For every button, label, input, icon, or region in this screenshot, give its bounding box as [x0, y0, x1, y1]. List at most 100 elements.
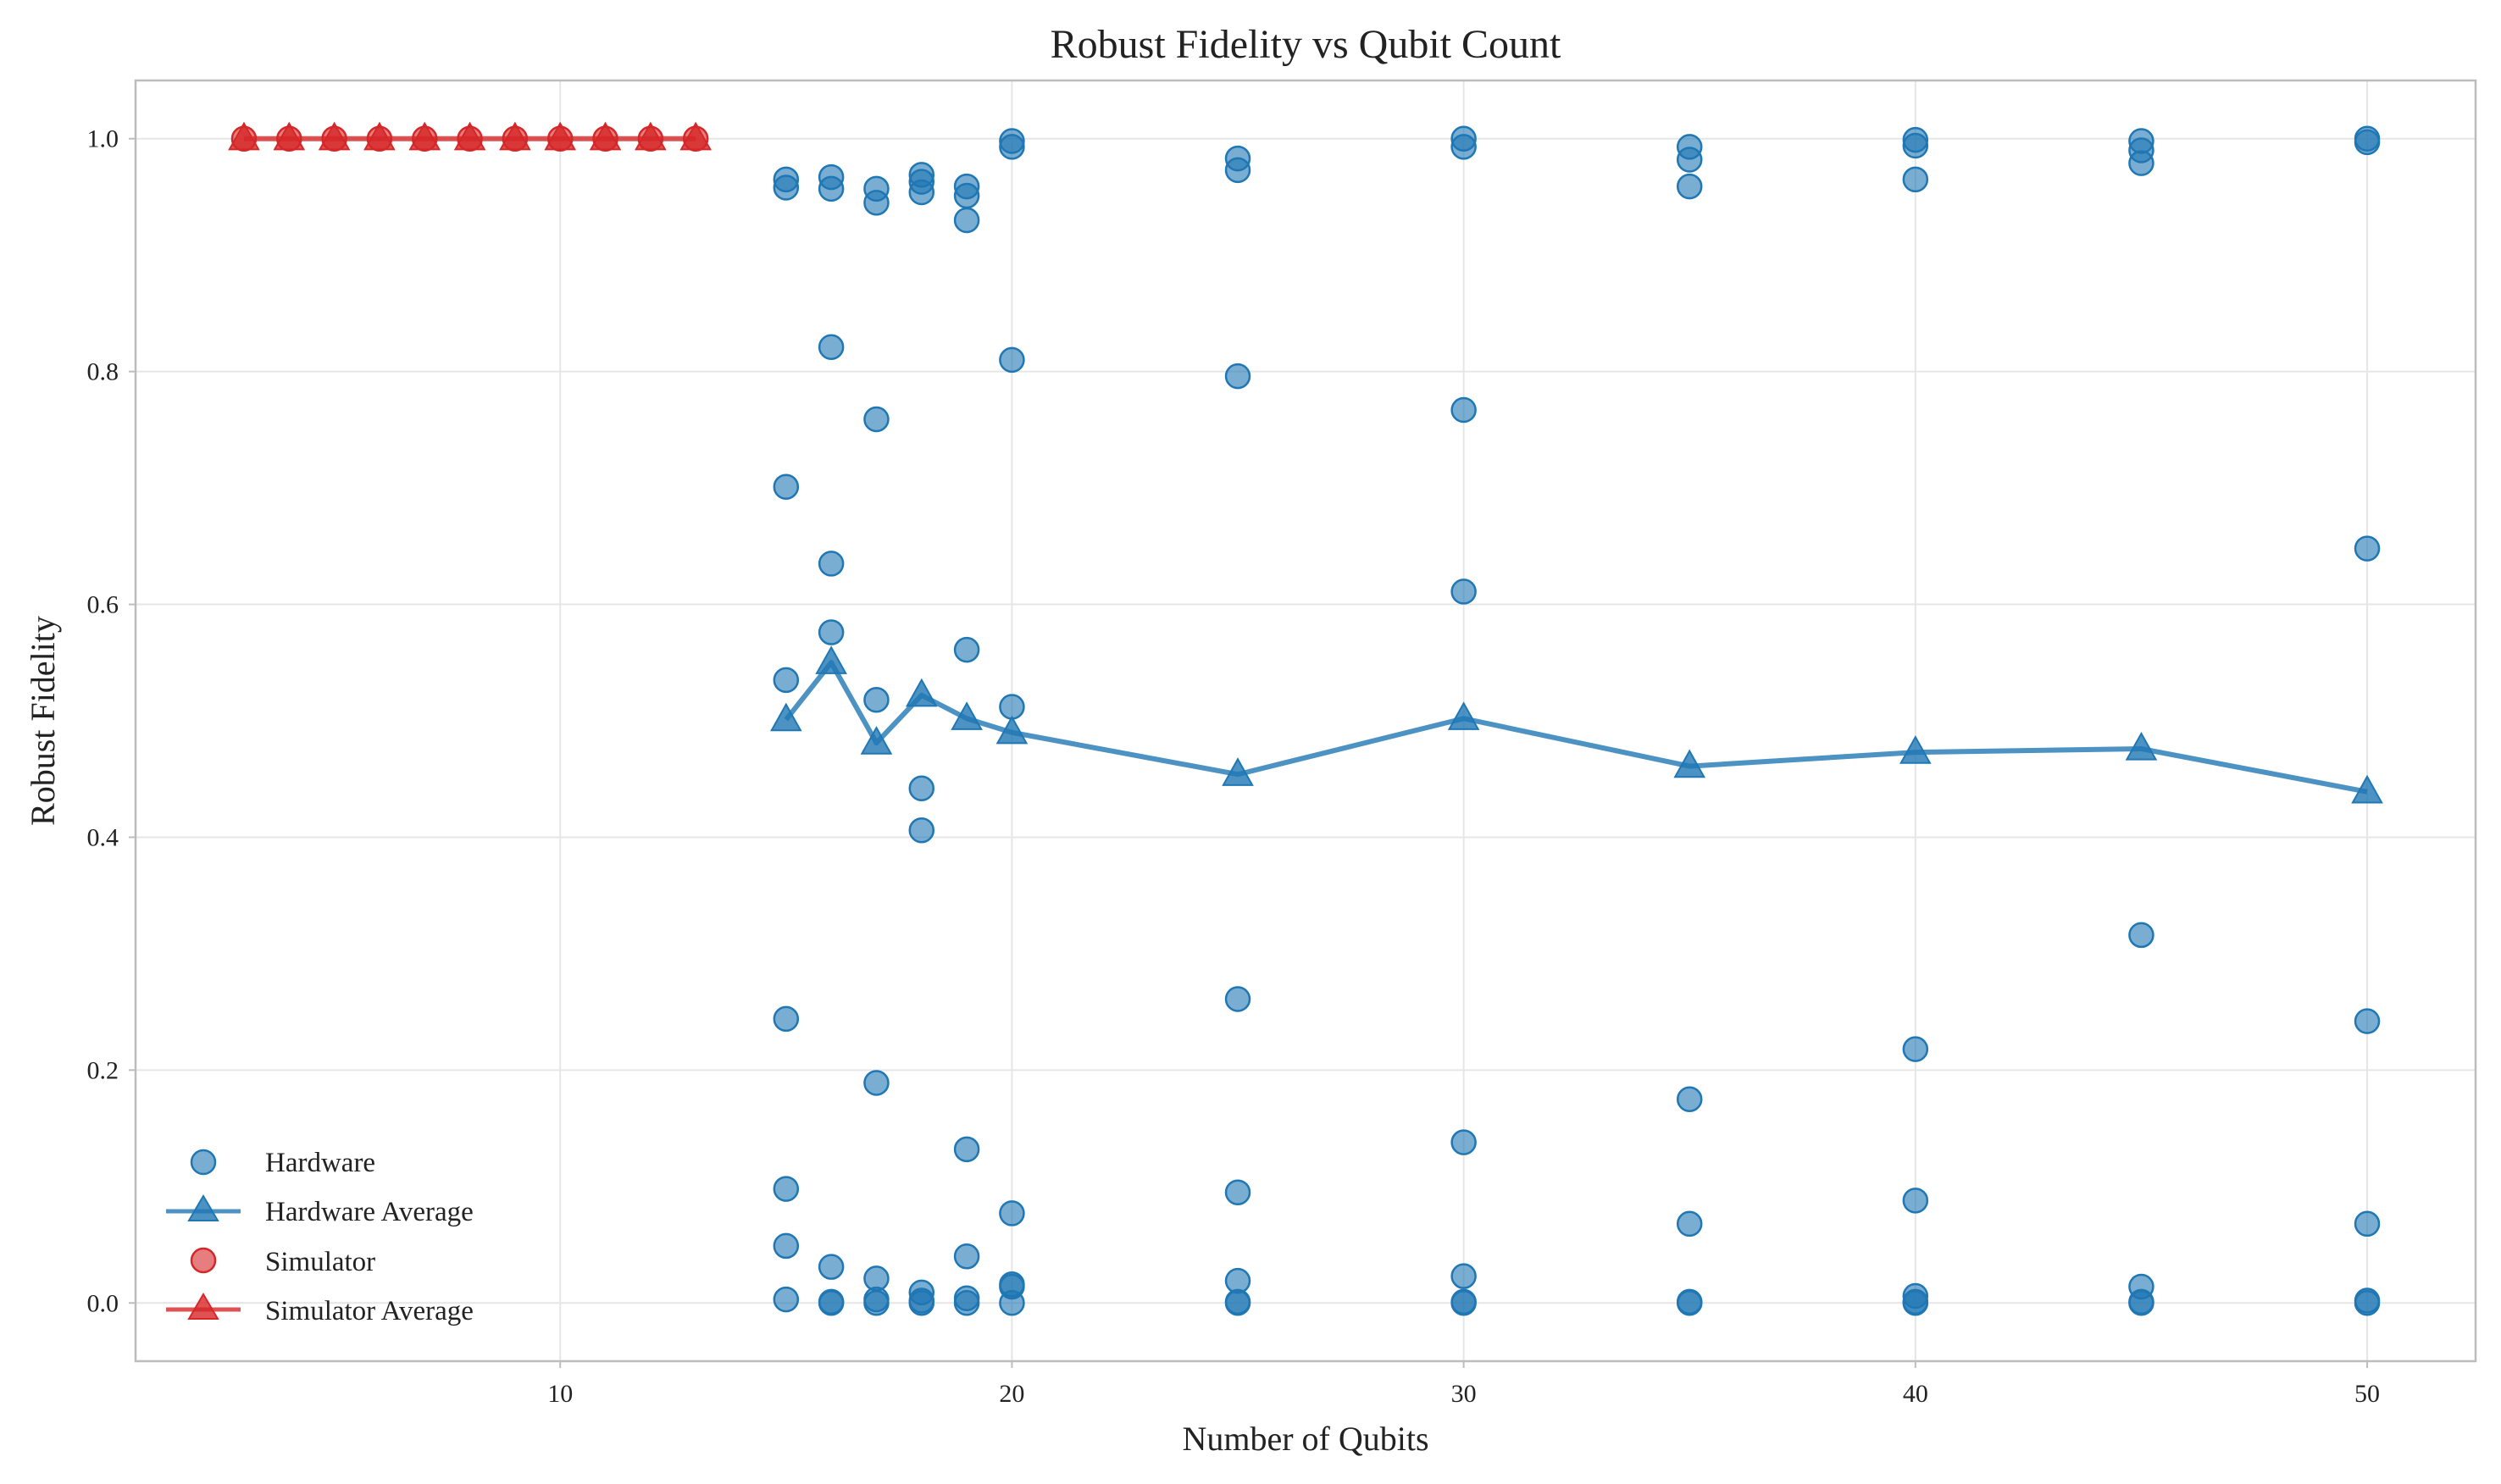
- legend-entry-hardware: Hardware: [190, 1148, 375, 1178]
- legend-entry-hardware-average: Hardware Average: [166, 1194, 474, 1227]
- hardware-average-marker: [860, 726, 893, 755]
- hardware-point: [818, 1290, 845, 1316]
- x-axis-label: Number of Qubits: [1182, 1420, 1428, 1458]
- hardware-point: [1902, 1290, 1929, 1316]
- hardware-point: [773, 1286, 800, 1313]
- legend-marker-hardware-average: [187, 1194, 219, 1221]
- hardware-point: [773, 174, 800, 201]
- hardware-scatter-series: [773, 125, 2381, 1316]
- hardware-point: [1224, 363, 1251, 390]
- hardware-average-line: [784, 660, 2368, 795]
- hardware-point: [908, 775, 935, 801]
- hardware-point: [863, 1290, 890, 1316]
- x-tick-label: 40: [1903, 1380, 1928, 1408]
- hardware-average-marker: [2351, 774, 2383, 804]
- hardware-point: [818, 175, 845, 202]
- hardware-point: [1902, 132, 1929, 159]
- hardware-point: [908, 179, 935, 206]
- hardware-point: [863, 687, 890, 713]
- hardware-average-marker: [1222, 757, 1254, 786]
- plot-frame: [134, 79, 2477, 1363]
- legend-label-hardware-average: Hardware Average: [265, 1197, 474, 1227]
- chart-title: Robust Fidelity vs Qubit Count: [1051, 22, 1561, 67]
- hardware-average-marker: [1899, 735, 1932, 764]
- hardware-point: [818, 334, 845, 361]
- hardware-point: [1450, 1129, 1477, 1155]
- hardware-point: [1902, 166, 1929, 193]
- simulator-average-marker: [679, 121, 712, 151]
- simulator-average-marker: [363, 121, 396, 151]
- hardware-point: [953, 1136, 980, 1163]
- hardware-average-marker: [1673, 749, 1706, 778]
- legend-marker-simulator: [190, 1247, 217, 1274]
- hardware-point: [999, 1290, 1025, 1316]
- hardware-point: [773, 1232, 800, 1260]
- hardware-point: [908, 817, 935, 844]
- hardware-point: [818, 619, 845, 645]
- hardware-point: [908, 1290, 935, 1316]
- x-tick-label: 20: [999, 1380, 1024, 1408]
- y-tick-label: 0.6: [87, 591, 119, 619]
- y-tick-label: 0.8: [87, 358, 119, 386]
- simulator-average-marker: [589, 121, 622, 151]
- simulator-average-marker: [499, 121, 531, 151]
- hardware-point: [1676, 1290, 1703, 1316]
- simulator-average-marker: [635, 121, 667, 151]
- hardware-point: [1676, 1086, 1703, 1112]
- hardware-point: [1224, 157, 1251, 184]
- hardware-average-marker: [995, 715, 1029, 745]
- hardware-point: [2128, 150, 2154, 176]
- legend-entry-simulator: Simulator: [190, 1247, 375, 1277]
- hardware-point: [1676, 173, 1703, 200]
- legend-label-hardware: Hardware: [265, 1148, 375, 1178]
- hardware-point: [1676, 147, 1703, 173]
- hardware-point: [1450, 134, 1477, 160]
- y-tick-label: 1.0: [87, 125, 119, 153]
- legend-marker-simulator-average: [187, 1293, 219, 1320]
- hardware-point: [863, 1070, 890, 1096]
- hardware-average-marker: [951, 701, 983, 730]
- hardware-point: [2354, 1210, 2381, 1238]
- hardware-point: [1450, 1290, 1477, 1316]
- simulator-average-marker: [453, 121, 486, 151]
- hardware-average-marker: [2125, 731, 2158, 761]
- legend-label-simulator: Simulator: [265, 1247, 375, 1277]
- hardware-point: [999, 1200, 1025, 1227]
- axis-ticks: 10 20 30 40 50 0.0 0.2 0.4 0.6 0.8 1.0: [87, 125, 2381, 1408]
- simulator-average-marker: [544, 121, 577, 151]
- hardware-average-marker: [1447, 701, 1480, 730]
- hardware-point: [2128, 922, 2154, 949]
- hardware-average-marker: [770, 702, 802, 732]
- hardware-point: [773, 473, 800, 500]
- simulator-average-marker: [318, 121, 351, 151]
- hardware-point: [863, 190, 890, 216]
- y-tick-label: 0.4: [87, 823, 119, 851]
- hardware-point: [953, 182, 980, 209]
- hardware-point: [818, 551, 845, 577]
- simulator-average-marker: [273, 121, 306, 151]
- average-lines: [228, 121, 2383, 804]
- simulator-average-marker: [408, 121, 441, 151]
- hardware-point: [1224, 1290, 1251, 1316]
- legend-label-simulator-average: Simulator Average: [265, 1296, 474, 1326]
- hardware-point: [1676, 1210, 1703, 1238]
- hardware-point: [1224, 1179, 1251, 1205]
- hardware-point: [2354, 1008, 2381, 1034]
- hardware-point: [999, 694, 1025, 720]
- hardware-point: [1450, 1263, 1477, 1289]
- y-tick-label: 0.0: [87, 1289, 119, 1317]
- grid-lines: [136, 80, 2476, 1361]
- hardware-average-marker: [815, 645, 847, 674]
- hardware-point: [818, 1254, 845, 1280]
- hardware-point: [1902, 1188, 1929, 1214]
- hardware-point: [773, 667, 800, 694]
- hardware-point: [863, 406, 890, 433]
- x-tick-label: 10: [547, 1380, 573, 1408]
- legend-marker-hardware: [190, 1149, 217, 1176]
- x-tick-label: 50: [2354, 1380, 2380, 1408]
- y-axis-label: Robust Fidelity: [24, 616, 62, 826]
- hardware-point: [1450, 579, 1477, 605]
- hardware-point: [953, 636, 980, 663]
- hardware-point: [2354, 535, 2381, 562]
